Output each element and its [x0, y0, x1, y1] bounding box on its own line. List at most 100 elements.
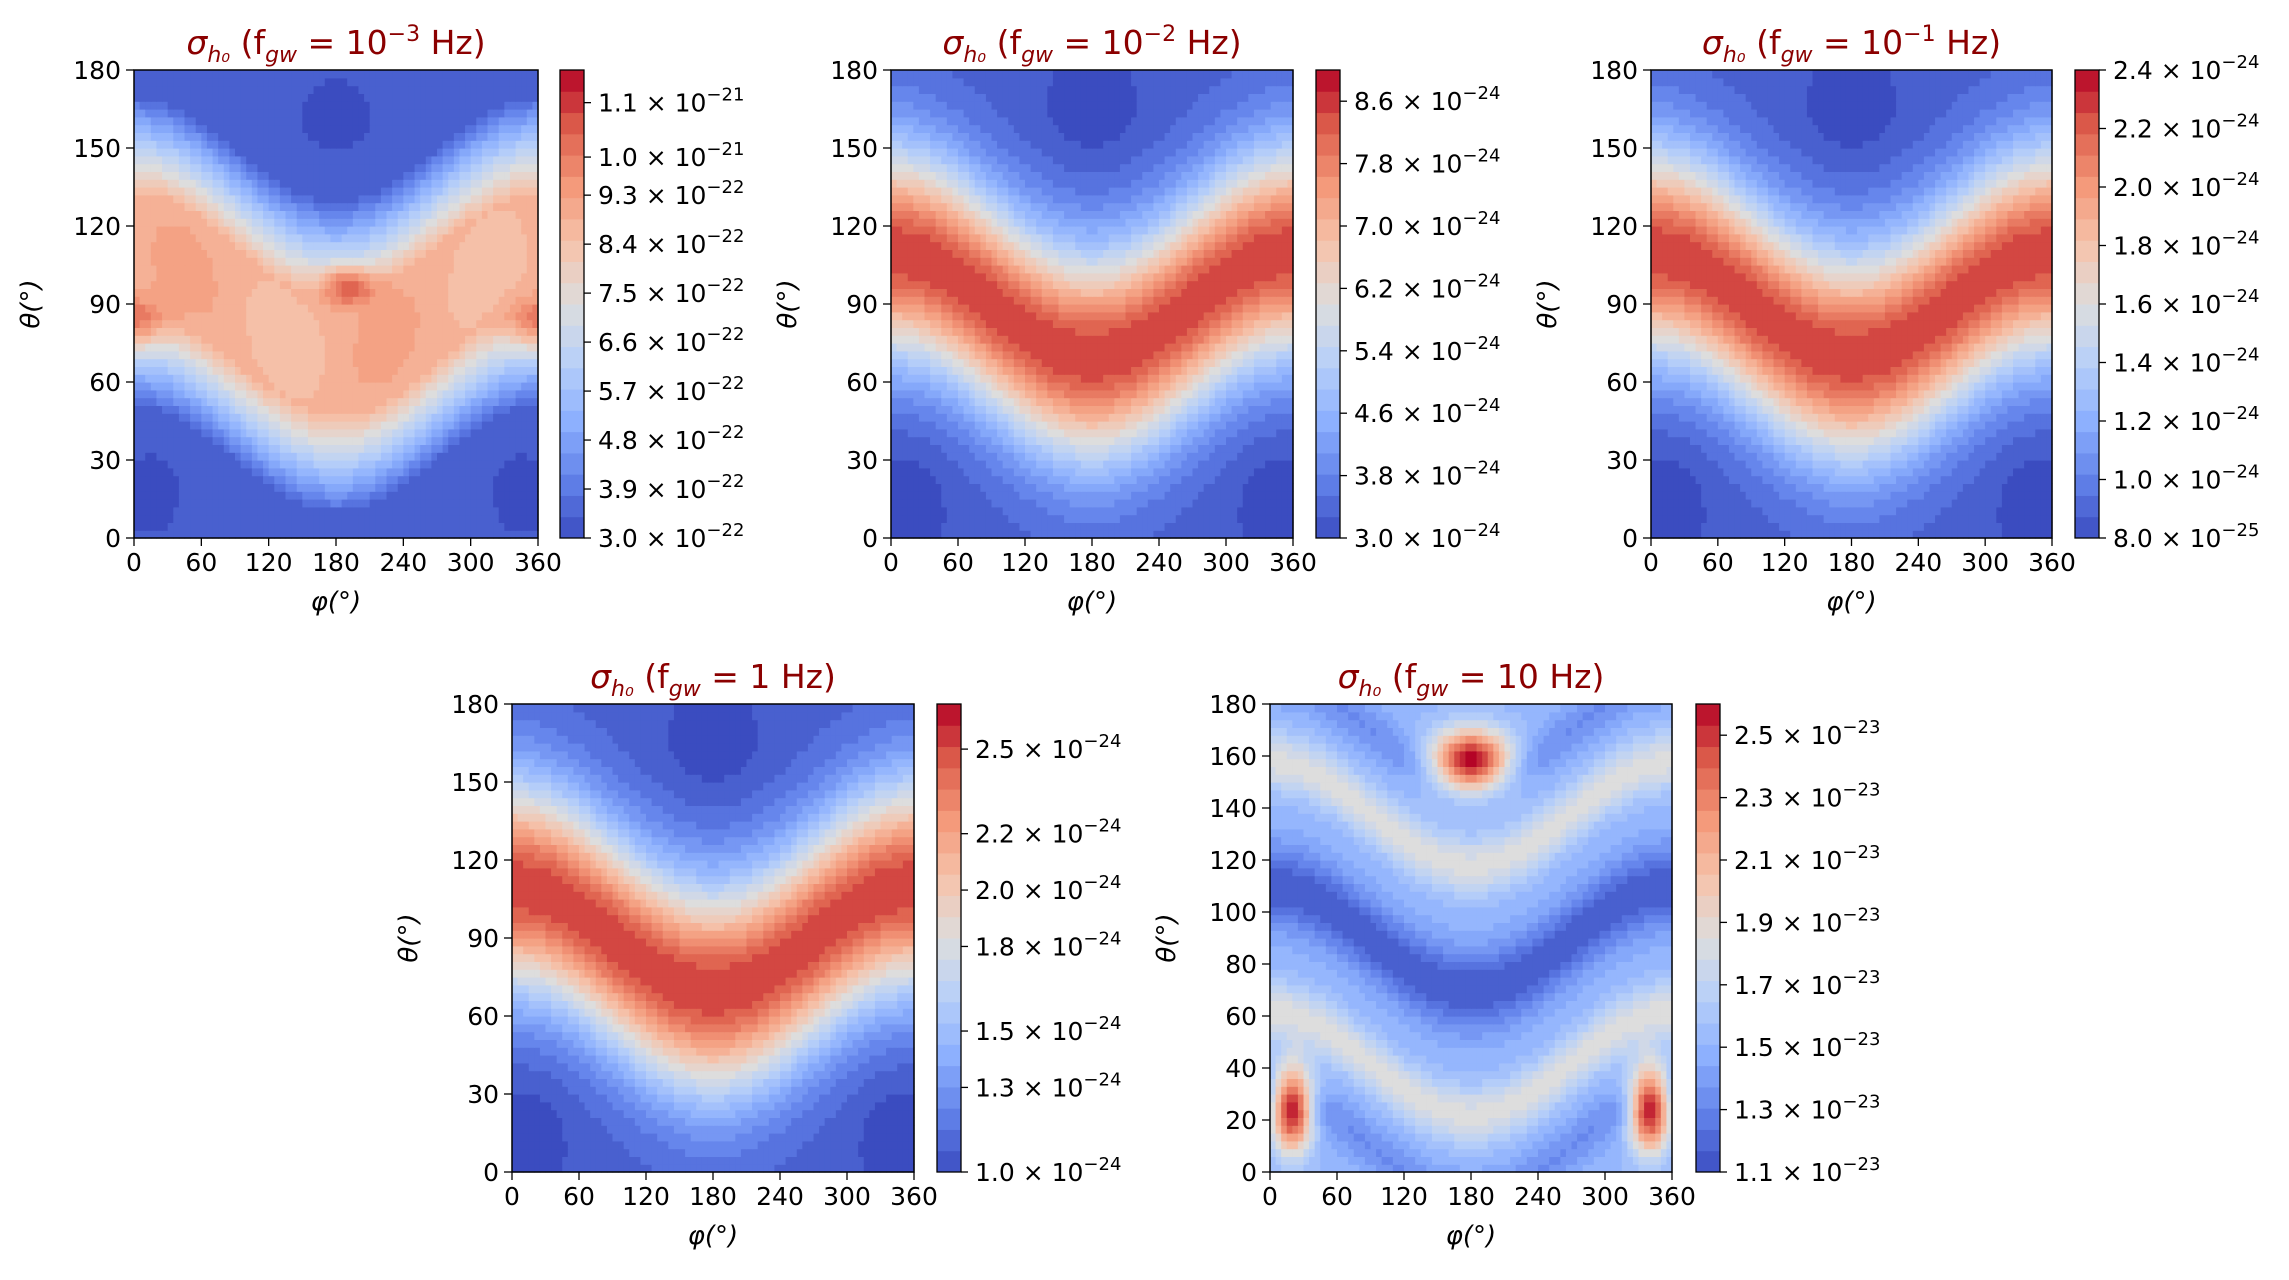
heatmap-cell: [364, 358, 371, 367]
heatmap-cell: [991, 530, 998, 539]
heatmap-cell: [476, 155, 483, 165]
heatmap-cell: [1097, 522, 1104, 531]
heatmap-cell: [386, 522, 393, 531]
heatmap-cell: [279, 179, 287, 188]
heatmap-cell: [918, 483, 926, 492]
heatmap-cell: [369, 343, 376, 352]
heatmap-cell: [414, 155, 421, 165]
heatmap-cell: [178, 296, 186, 305]
heatmap-cell: [1080, 522, 1088, 531]
heatmap-cell: [380, 483, 388, 492]
heatmap-cell: [493, 124, 500, 133]
heatmap-cell: [324, 85, 331, 94]
heatmap-cell: [150, 444, 158, 453]
heatmap-cell: [397, 319, 404, 328]
heatmap-cell: [313, 382, 320, 391]
heatmap-cell: [397, 163, 404, 172]
heatmap-cell: [246, 187, 253, 196]
heatmap-cell: [302, 249, 309, 258]
heatmap-cell: [257, 343, 264, 352]
heatmap-cell: [369, 444, 376, 453]
heatmap-cell: [358, 132, 365, 141]
heatmap-cell: [268, 522, 275, 531]
heatmap-cell: [336, 140, 343, 149]
heatmap-cell: [162, 460, 169, 469]
heatmap-cell: [1170, 530, 1177, 539]
heatmap-cell: [218, 522, 225, 531]
heatmap-cell: [974, 514, 981, 523]
heatmap-cell: [397, 109, 404, 118]
heatmap-cell: [1231, 483, 1238, 492]
heatmap-cell: [358, 226, 365, 235]
heatmap-cell: [392, 77, 399, 87]
heatmap-cell: [134, 335, 141, 344]
heatmap-cell: [526, 257, 533, 266]
heatmap-cell: [173, 530, 180, 539]
heatmap-cell: [302, 116, 309, 126]
heatmap-cell: [453, 85, 461, 94]
heatmap-cell: [291, 413, 298, 422]
heatmap-cell: [150, 366, 158, 375]
heatmap-cell: [336, 70, 343, 79]
heatmap-cell: [425, 421, 432, 430]
heatmap-cell: [470, 491, 477, 500]
heatmap-cell: [358, 499, 365, 508]
heatmap-cell: [145, 436, 152, 445]
heatmap-cell: [206, 210, 214, 219]
heatmap-cell: [145, 514, 152, 523]
heatmap-cell: [448, 327, 455, 336]
heatmap-cell: [156, 296, 163, 305]
heatmap-cell: [375, 304, 382, 313]
heatmap-cell: [1164, 530, 1171, 539]
heatmap-cell: [246, 218, 253, 227]
heatmap-cell: [1237, 514, 1244, 523]
heatmap-cell: [1019, 530, 1026, 539]
heatmap-cell: [150, 257, 158, 266]
heatmap-cell: [397, 265, 404, 274]
heatmap-cell: [375, 358, 382, 367]
heatmap-cell: [235, 226, 242, 235]
heatmap-cell: [386, 179, 393, 188]
heatmap-cell: [291, 148, 298, 157]
heatmap-cell: [162, 421, 169, 430]
heatmap-cell: [358, 218, 365, 227]
heatmap-cell: [369, 85, 376, 94]
heatmap-cell: [431, 116, 438, 126]
heatmap-cell: [352, 148, 360, 157]
heatmap-cell: [268, 296, 275, 305]
heatmap-cell: [476, 85, 483, 94]
heatmap-cell: [1075, 514, 1082, 523]
heatmap-cell: [521, 132, 528, 141]
heatmap-cell: [178, 109, 186, 118]
heatmap-cell: [274, 319, 281, 328]
heatmap-cell: [963, 491, 970, 500]
heatmap-cell: [206, 522, 214, 531]
heatmap-cell: [521, 241, 528, 250]
heatmap-cell: [263, 233, 270, 243]
heatmap-cell: [268, 319, 275, 328]
heatmap-cell: [319, 514, 326, 523]
heatmap-cell: [173, 179, 180, 188]
heatmap-cell: [178, 506, 186, 516]
heatmap-cell: [364, 421, 371, 430]
heatmap-cell: [532, 389, 539, 399]
heatmap-cell: [218, 389, 225, 399]
heatmap-cell: [319, 530, 326, 539]
heatmap-cell: [145, 194, 152, 204]
heatmap-cell: [268, 218, 275, 227]
heatmap-cell: [1231, 506, 1238, 516]
heatmap-cell: [139, 241, 146, 250]
heatmap-cell: [403, 210, 410, 219]
heatmap-cell: [941, 467, 948, 477]
heatmap-cell: [156, 327, 163, 336]
heatmap-cell: [420, 280, 427, 289]
heatmap-cell: [263, 436, 270, 445]
heatmap-cell: [408, 132, 416, 141]
heatmap-cell: [403, 374, 410, 383]
heatmap-cell: [156, 413, 163, 422]
heatmap-cell: [375, 460, 382, 469]
heatmap-cell: [437, 483, 444, 492]
heatmap-cell: [145, 171, 152, 180]
heatmap-cell: [1220, 499, 1227, 508]
heatmap-cell: [487, 257, 494, 266]
